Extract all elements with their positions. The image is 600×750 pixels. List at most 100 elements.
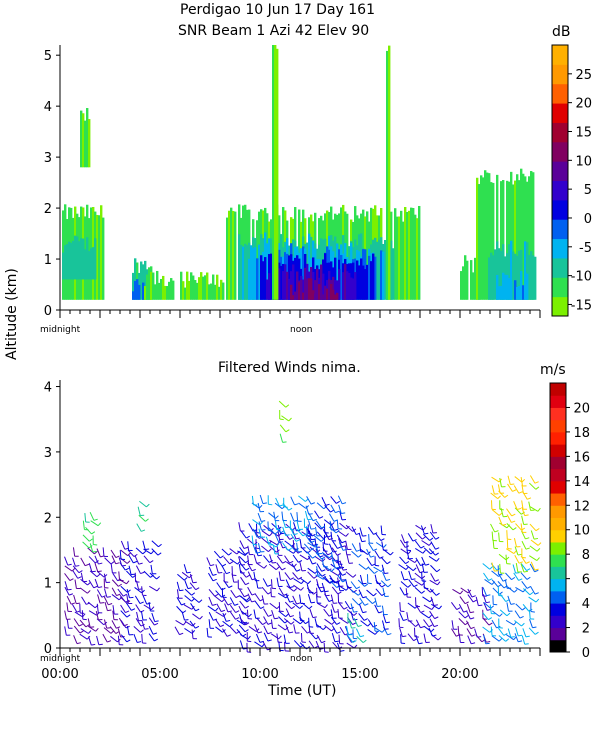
wind-barb xyxy=(358,532,363,542)
snr-region xyxy=(80,108,91,168)
wind-barb xyxy=(491,619,497,629)
wind-barb-flag xyxy=(235,595,240,599)
snr-cell-strip xyxy=(154,284,157,300)
wind-barb xyxy=(176,589,180,599)
wind-barb-flag xyxy=(192,581,197,584)
snr-cell-strip xyxy=(78,241,81,280)
wind-barb-flag xyxy=(199,615,203,620)
snr-cell-strip xyxy=(508,181,511,300)
wind-barb xyxy=(490,626,493,636)
wind-barb xyxy=(88,636,92,646)
snr-cell-strip xyxy=(194,280,197,300)
wind-barb xyxy=(491,531,494,541)
snr-cell-strip xyxy=(138,284,141,300)
wind-barb-flag xyxy=(115,562,120,565)
wind-colorbar-swatch xyxy=(550,505,566,518)
snr-cell-strip xyxy=(140,261,143,300)
wind-barb-flag xyxy=(272,561,277,564)
wind-barb-flag xyxy=(152,632,158,635)
wind-barb xyxy=(246,609,249,619)
wind-barb-flag xyxy=(179,632,184,636)
snr-cell-strip xyxy=(408,210,411,300)
snr-cell-strip xyxy=(488,173,491,300)
wind-barb xyxy=(148,625,154,635)
wind-barb xyxy=(405,564,414,572)
wind-barb-flag xyxy=(140,629,144,633)
wind-barb-flag xyxy=(229,561,234,565)
snr-cell-strip xyxy=(498,286,501,300)
wind-barb xyxy=(347,634,354,643)
wind-colorbar-swatch xyxy=(550,383,566,396)
snr-cell-strip xyxy=(222,282,225,300)
wind-barb xyxy=(506,602,509,612)
wind-barb xyxy=(346,609,355,616)
wind-barb xyxy=(506,586,515,593)
wind-barb-flag xyxy=(511,513,516,517)
snr-cell-strip xyxy=(418,205,421,300)
wind-barb-flag xyxy=(425,563,430,566)
wind-barb-flag xyxy=(312,562,317,565)
wind-barb xyxy=(373,566,382,572)
wind-barb xyxy=(79,587,88,594)
wind-barb xyxy=(428,627,433,637)
wind-barb-flag xyxy=(353,612,358,616)
wind-barb-flag xyxy=(498,637,503,642)
wind-colorbar-swatch xyxy=(550,566,566,580)
wind-barb-flag xyxy=(140,571,145,575)
wind-barb-flag xyxy=(246,599,251,603)
snr-cell-strip xyxy=(484,170,487,300)
wind-barb xyxy=(208,566,214,576)
wind-barb xyxy=(315,526,318,536)
wind-barb xyxy=(252,544,257,554)
wind-barb xyxy=(257,502,261,512)
snr-cell-strip xyxy=(202,276,205,300)
snr-cell-strip xyxy=(228,210,231,300)
wind-barb xyxy=(64,573,71,581)
wind-barb-flag xyxy=(522,588,527,593)
wind-barb-flag xyxy=(380,538,385,541)
wind-barb-flag xyxy=(530,611,535,613)
wind-barb xyxy=(120,549,128,557)
wind-colorbar-swatch xyxy=(550,419,566,433)
snr-cell-strip xyxy=(196,282,199,300)
wind-barb-flag xyxy=(464,615,469,619)
wind-barb xyxy=(299,554,308,561)
wind-barb xyxy=(339,617,348,624)
wind-barb-group xyxy=(398,524,442,645)
wind-barb-flag xyxy=(245,574,250,578)
wind-barb-flag xyxy=(356,586,361,590)
wind-barb-flag xyxy=(517,553,522,556)
wind-colorbar-tick-label: 10 xyxy=(573,524,590,539)
snr-cell-strip xyxy=(274,45,277,300)
wind-barb xyxy=(80,578,88,586)
wind-barb xyxy=(90,520,99,527)
wind-barb-flag xyxy=(436,557,440,562)
wind-barb xyxy=(528,609,531,619)
wind-colorbar-unit: m/s xyxy=(540,362,566,378)
wind-barb-flag xyxy=(290,577,295,581)
snr-cell-strip xyxy=(526,273,529,300)
wind-barb-flag xyxy=(499,613,503,617)
wind-barb xyxy=(285,624,290,634)
wind-barb xyxy=(263,632,269,642)
wind-barb xyxy=(229,604,236,613)
wind-barb xyxy=(248,523,254,532)
snr-cell-strip xyxy=(404,206,407,300)
wind-barb xyxy=(316,583,322,593)
wind-barb xyxy=(143,570,151,578)
wind-colorbar-swatch xyxy=(550,529,566,543)
wind-barb xyxy=(253,571,256,581)
wind-colorbar-swatch xyxy=(550,639,566,653)
wind-barb xyxy=(414,540,422,549)
wind-barb-flag xyxy=(433,604,438,606)
wind-barb-flag xyxy=(87,590,91,594)
wind-barb xyxy=(111,594,120,601)
snr-cell-strip xyxy=(96,214,99,300)
wind-barb-flag xyxy=(182,621,187,626)
wind-barb xyxy=(308,640,315,649)
wind-barb xyxy=(499,563,501,573)
wind-barb xyxy=(328,513,335,522)
snr-region xyxy=(386,45,391,300)
wind-barb xyxy=(529,545,538,552)
wind-colorbar-swatch xyxy=(550,517,566,531)
